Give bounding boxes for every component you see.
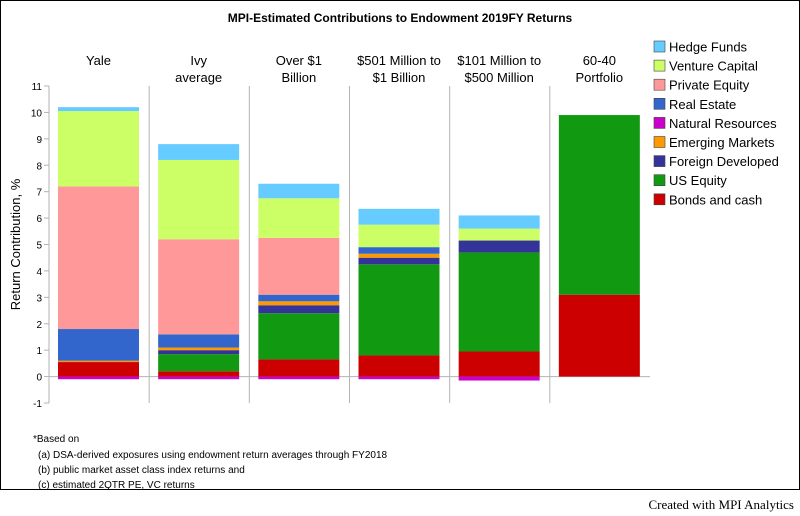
bar-segment-natural-resources [258, 376, 340, 380]
y-tick-label: 2 [36, 320, 42, 331]
credit-text: Created with MPI Analytics [648, 497, 794, 512]
footnote-line-1: *Based on [33, 434, 80, 445]
bar-segment-emerging-markets [158, 347, 240, 351]
y-axis-label: Return Contribution, % [8, 178, 23, 310]
legend-swatch [653, 40, 666, 53]
bar-segment-venture-capital [58, 111, 139, 187]
y-tick-label: 4 [36, 267, 42, 278]
legend-swatch [653, 98, 666, 110]
bar-segment-foreign-developed [158, 350, 240, 355]
y-tick-label: -1 [33, 399, 42, 410]
bar-segment-venture-capital [358, 224, 440, 248]
legend-label: Private Equity [669, 78, 750, 93]
y-tick-label: 11 [32, 82, 43, 93]
legend-label: Venture Capital [669, 59, 758, 74]
bar-segment-natural-resources [358, 376, 440, 380]
bar-segment-us-equity [458, 252, 540, 352]
bar-segment-bonds-and-cash [558, 294, 640, 377]
bar-segment-foreign-developed [458, 240, 540, 253]
legend-label: Foreign Developed [669, 154, 779, 169]
category-label: $501 Million to [357, 53, 441, 68]
legend-swatch [653, 174, 666, 186]
category-label: Portfolio [575, 70, 623, 85]
bar-segment-venture-capital [458, 228, 540, 241]
bar-segment-us-equity [258, 313, 340, 360]
y-tick-label: 0 [36, 373, 42, 384]
bar-segment-hedge-funds [58, 107, 139, 112]
bar-segment-natural-resources [58, 376, 139, 380]
bar-segment-natural-resources [458, 376, 540, 381]
bar-segment-natural-resources [158, 376, 240, 380]
bar-segment-us-equity [358, 264, 440, 356]
bar-segment-emerging-markets [258, 301, 340, 306]
y-tick-label: 5 [36, 241, 42, 252]
footnote-line-2: (a) DSA-derived exposures using endowmen… [38, 450, 388, 461]
legend-label: Bonds and cash [669, 192, 762, 207]
bar-segment-bonds-and-cash [58, 362, 139, 377]
y-tick-label: 1 [36, 346, 42, 357]
legend-swatch [653, 193, 666, 206]
category-label: average [175, 70, 222, 85]
bar-segment-bonds-and-cash [258, 359, 340, 377]
legend-label: Real Estate [669, 97, 736, 112]
legend-swatch [653, 78, 666, 91]
legend-label: Natural Resources [669, 116, 777, 131]
y-tick-label: 6 [36, 214, 42, 225]
bar-segment-private-equity [158, 239, 240, 335]
bar-segment-bonds-and-cash [158, 371, 240, 377]
category-label: $1 Billion [373, 70, 426, 85]
bar-segment-private-equity [58, 186, 139, 330]
category-label: $500 Million [464, 70, 533, 85]
category-label: Ivy [190, 53, 207, 68]
bar-segment-hedge-funds [158, 144, 240, 160]
legend-swatch [653, 59, 666, 72]
footnote-line-4: (c) estimated 2QTR PE, VC returns [38, 480, 195, 491]
legend-swatch [653, 155, 666, 167]
bar-segment-venture-capital [258, 198, 340, 238]
bar-segment-real-estate [358, 247, 440, 254]
bar-segment-real-estate [58, 329, 139, 361]
legend-label: US Equity [669, 173, 727, 188]
bar-segment-foreign-developed [358, 257, 440, 265]
legend-swatch [653, 117, 666, 129]
category-label: $101 Million to [457, 53, 541, 68]
chart-title: MPI-Estimated Contributions to Endowment… [228, 11, 573, 25]
y-tick-label: 9 [36, 135, 42, 146]
y-tick-label: 3 [36, 293, 42, 304]
legend-label: Hedge Funds [669, 40, 748, 55]
bar-segment-us-equity [558, 115, 640, 295]
category-label: Yale [86, 53, 111, 68]
legend-swatch [653, 136, 666, 148]
bar-segment-real-estate [258, 294, 340, 302]
y-tick-label: 7 [36, 188, 42, 199]
bar-segment-foreign-developed [258, 305, 340, 314]
category-label: Over $1 [276, 53, 322, 68]
bar-segment-us-equity [158, 354, 240, 372]
bar-segment-venture-capital [158, 159, 240, 240]
bar-segment-hedge-funds [258, 183, 340, 199]
y-tick-label: 10 [31, 108, 43, 119]
y-tick-label: 8 [36, 161, 42, 172]
bar-segment-emerging-markets [358, 253, 440, 258]
footnote-line-3: (b) public market asset class index retu… [38, 465, 245, 476]
bar-segment-bonds-and-cash [358, 355, 440, 377]
legend-label: Emerging Markets [669, 135, 775, 150]
bar-segment-bonds-and-cash [458, 351, 540, 377]
bar-segment-real-estate [158, 334, 240, 348]
category-label: 60-40 [583, 53, 616, 68]
bar-segment-hedge-funds [358, 208, 440, 225]
bar-segment-hedge-funds [458, 215, 540, 229]
bar-segment-private-equity [258, 237, 340, 295]
bar-segment-emerging-markets [58, 360, 139, 363]
category-label: Billion [281, 70, 316, 85]
